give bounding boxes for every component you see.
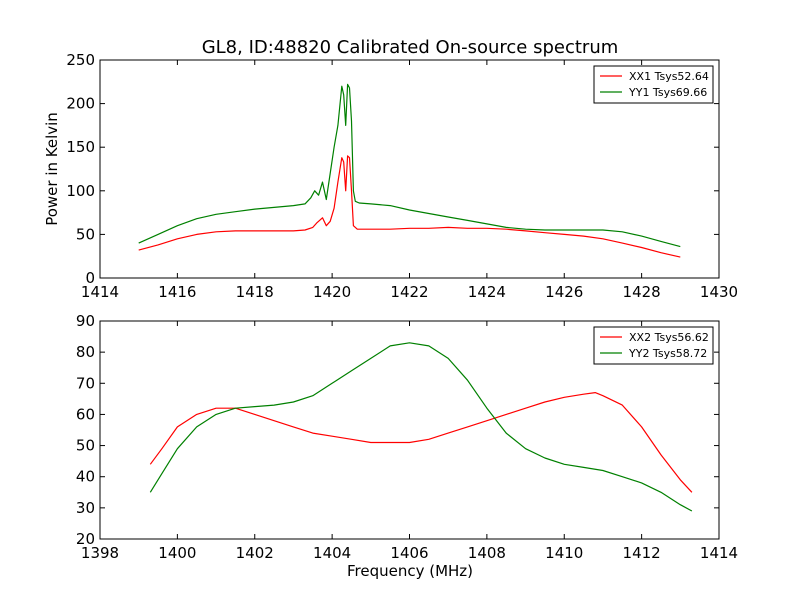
legend-label-2: YY1 Tsys69.66	[628, 86, 707, 99]
chart-title: GL8, ID:48820 Calibrated On-source spect…	[202, 37, 619, 58]
series-line-1	[138, 155, 681, 258]
x-tick-label: 1430	[700, 283, 738, 301]
x-tick-label: 1424	[468, 283, 506, 301]
legend: XX2 Tsys56.62 YY2 Tsys58.72	[593, 326, 714, 365]
y-tick-label: 0	[85, 269, 95, 287]
legend-box	[593, 65, 714, 104]
x-tick-label: 1402	[236, 544, 274, 562]
top-plot: 1414 1416 1418 1420 1422 1424 1426 1428 1430 0 50 1…	[66, 51, 738, 301]
x-tick-label: 1422	[390, 283, 428, 301]
legend: XX1 Tsys52.64 YY1 Tsys69.66	[593, 65, 714, 104]
y-axis-label: Power in Kelvin	[43, 112, 61, 226]
series-line-2	[138, 83, 681, 248]
x-tick-label: 1414	[700, 544, 738, 562]
x-tick-label: 1410	[545, 544, 583, 562]
y-tick-label: 200	[66, 95, 95, 113]
bottom-plot: 1398 1400 1402 1404 1406 1408 1410 1412 1414 20 30…	[76, 312, 738, 562]
x-tick-label: 1426	[545, 283, 583, 301]
y-tick-label: 20	[76, 530, 95, 548]
x-tick-label: 1404	[313, 544, 351, 562]
y-tick-label: 80	[76, 343, 95, 361]
legend-label-2: YY2 Tsys58.72	[628, 347, 707, 360]
x-tick-label: 1418	[236, 283, 274, 301]
x-tick-label: 1416	[158, 283, 196, 301]
legend-box	[593, 326, 714, 365]
y-tick-label: 100	[66, 182, 95, 200]
y-tick-label: 60	[76, 405, 95, 423]
x-tick-label: 1398	[81, 544, 119, 562]
y-tick-label: 70	[76, 374, 95, 392]
series-line-2	[149, 342, 693, 512]
y-tick-label: 50	[76, 437, 95, 455]
x-tick-label: 1428	[623, 283, 661, 301]
x-tick-label: 1414	[81, 283, 119, 301]
y-tick-label: 150	[66, 138, 95, 156]
x-axis-label: Frequency (MHz)	[347, 562, 473, 580]
y-tick-label: 90	[76, 312, 95, 330]
x-tick-label: 1400	[158, 544, 196, 562]
legend-label-1: XX2 Tsys56.62	[629, 331, 709, 344]
x-tick-label: 1420	[313, 283, 351, 301]
x-tick-label: 1408	[468, 544, 506, 562]
y-tick-label: 30	[76, 499, 95, 517]
x-tick-label: 1412	[623, 544, 661, 562]
y-tick-label: 250	[66, 51, 95, 69]
x-tick-label: 1406	[390, 544, 428, 562]
y-tick-label: 50	[76, 225, 95, 243]
legend-label-1: XX1 Tsys52.64	[629, 70, 709, 83]
y-tick-label: 40	[76, 468, 95, 486]
series-line-1	[149, 392, 693, 493]
